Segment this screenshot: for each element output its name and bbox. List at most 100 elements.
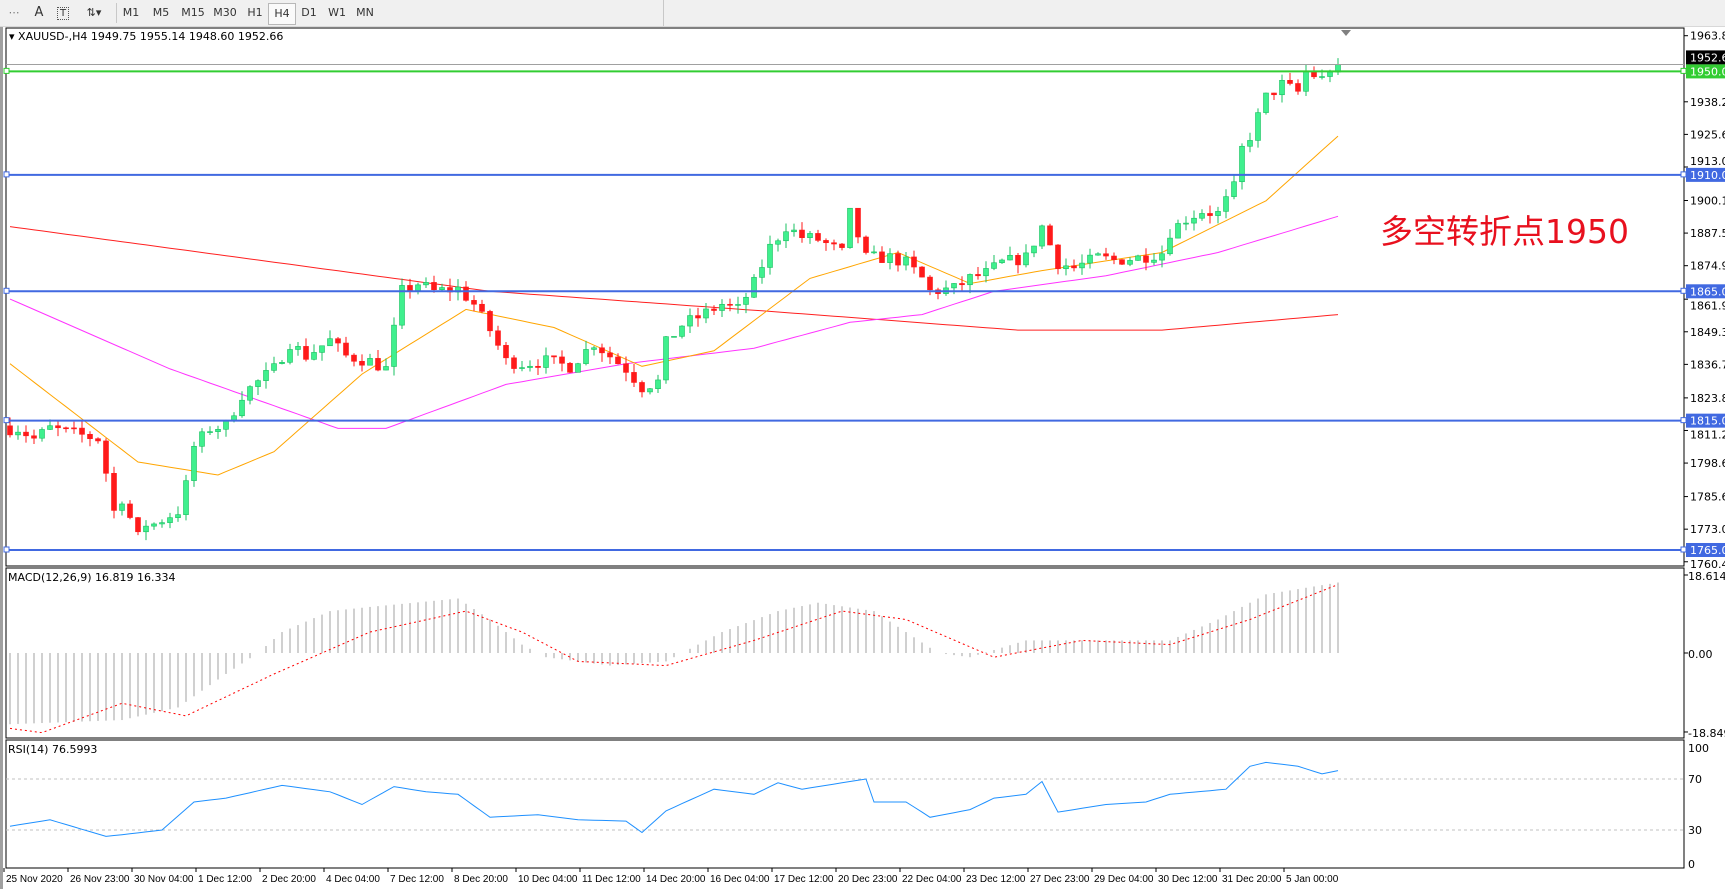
candle-body <box>1023 252 1029 266</box>
candle-body <box>823 240 829 244</box>
candle-body <box>831 242 837 245</box>
candle <box>511 355 517 374</box>
candle <box>703 302 709 324</box>
candle <box>479 299 485 314</box>
candle <box>751 274 757 298</box>
timeframe-mn[interactable]: MN <box>356 6 374 19</box>
rsi-line <box>9 761 1339 837</box>
left-window-border <box>0 27 3 889</box>
annotation-text[interactable]: 多空转折点1950 <box>1380 212 1629 251</box>
candle-body <box>95 438 101 442</box>
candle <box>815 229 821 243</box>
candle <box>871 245 877 255</box>
level-price-label: 1865.00 <box>1690 285 1725 298</box>
candle-body <box>567 362 573 373</box>
candle-body <box>535 365 541 368</box>
price-axis-label: 1849.35 <box>1690 326 1725 339</box>
candle-body <box>1135 255 1141 261</box>
candle <box>31 429 37 444</box>
candle-body <box>1319 76 1325 78</box>
level-price-label: 1765.00 <box>1690 544 1725 557</box>
candle <box>999 258 1005 264</box>
price-axis-label: 1925.65 <box>1690 128 1725 141</box>
candle <box>255 379 261 395</box>
time-axis-label: 30 Dec 12:00 <box>1158 874 1218 885</box>
timeframe-m30[interactable]: M30 <box>213 6 237 19</box>
timeframe-w1[interactable]: W1 <box>328 6 346 19</box>
level-price-tag <box>1686 167 1725 182</box>
candle-body <box>327 338 333 347</box>
text-box-icon[interactable]: T <box>54 3 72 23</box>
candle-body <box>663 336 669 381</box>
candle-body <box>983 268 989 277</box>
candle <box>983 261 989 283</box>
timeframe-m5[interactable]: M5 <box>152 6 170 19</box>
arrows-icon[interactable]: ⇅▾ <box>86 6 102 19</box>
candle-body <box>1263 92 1269 113</box>
candle-body <box>599 347 605 354</box>
candle-body <box>767 243 773 268</box>
timeframe-m1[interactable]: M1 <box>122 6 140 19</box>
candle-body <box>255 380 261 387</box>
text-label-icon[interactable]: A <box>34 5 44 20</box>
candle-body <box>847 207 853 248</box>
candle <box>1031 245 1037 258</box>
candle-body <box>735 304 741 306</box>
candle <box>1143 248 1149 271</box>
candle-body <box>639 382 645 393</box>
timeframe-h4[interactable]: H4 <box>268 3 296 25</box>
candle <box>823 238 829 251</box>
price-axis-label: 1963.80 <box>1690 30 1725 43</box>
candle <box>791 223 797 237</box>
candle-body <box>1127 260 1133 265</box>
timeframe-d1[interactable]: D1 <box>301 6 317 19</box>
level-handle <box>3 67 10 74</box>
time-axis-label: 4 Dec 04:00 <box>326 874 380 885</box>
candle-body <box>1087 254 1093 264</box>
timeframe-h1[interactable]: H1 <box>247 6 263 19</box>
candle <box>87 431 93 447</box>
candle-body <box>279 362 285 364</box>
candle-body <box>135 517 141 533</box>
candle-body <box>119 503 125 511</box>
candle-body <box>351 354 357 362</box>
candle-body <box>999 259 1005 264</box>
candle-body <box>879 251 885 263</box>
candle <box>1087 248 1093 269</box>
candle-body <box>863 236 869 253</box>
candle <box>367 353 373 366</box>
candle <box>895 250 901 272</box>
candle-body <box>383 366 389 371</box>
toolbar-end-divider <box>663 0 664 26</box>
candle-body <box>1279 80 1285 96</box>
main-price-panel <box>5 27 1685 567</box>
candle-body <box>967 274 973 286</box>
moving-average-slow-line <box>9 226 1339 331</box>
symbol-ohlc: XAUUSD-,H4 1949.75 1955.14 1948.60 1952.… <box>18 30 284 43</box>
candle <box>1215 206 1221 224</box>
candle-body <box>439 287 445 291</box>
candle-body <box>295 346 301 350</box>
candle-body <box>287 349 293 363</box>
candle <box>991 254 997 271</box>
fibo-grid-icon[interactable]: ⋯ <box>8 6 20 19</box>
candle <box>103 438 109 482</box>
price-axis-label: 1874.90 <box>1690 260 1725 273</box>
candle-body <box>759 267 765 278</box>
candle-body <box>79 427 85 435</box>
candle <box>1135 254 1141 261</box>
price-axis-label: 1823.80 <box>1690 392 1725 405</box>
candle <box>1119 259 1125 265</box>
time-axis-label: 22 Dec 04:00 <box>902 874 962 885</box>
timeframe-m15[interactable]: M15 <box>181 6 205 19</box>
candle-body <box>47 425 53 430</box>
candle-body <box>1287 80 1293 84</box>
collapse-triangle-icon[interactable]: ▾ <box>9 30 19 43</box>
candle-body <box>487 311 493 332</box>
level-price-label: 1950.00 <box>1690 65 1725 78</box>
candle <box>391 317 397 376</box>
level-handle <box>3 171 10 178</box>
time-axis-label: 23 Dec 12:00 <box>966 874 1026 885</box>
candle <box>247 385 253 405</box>
